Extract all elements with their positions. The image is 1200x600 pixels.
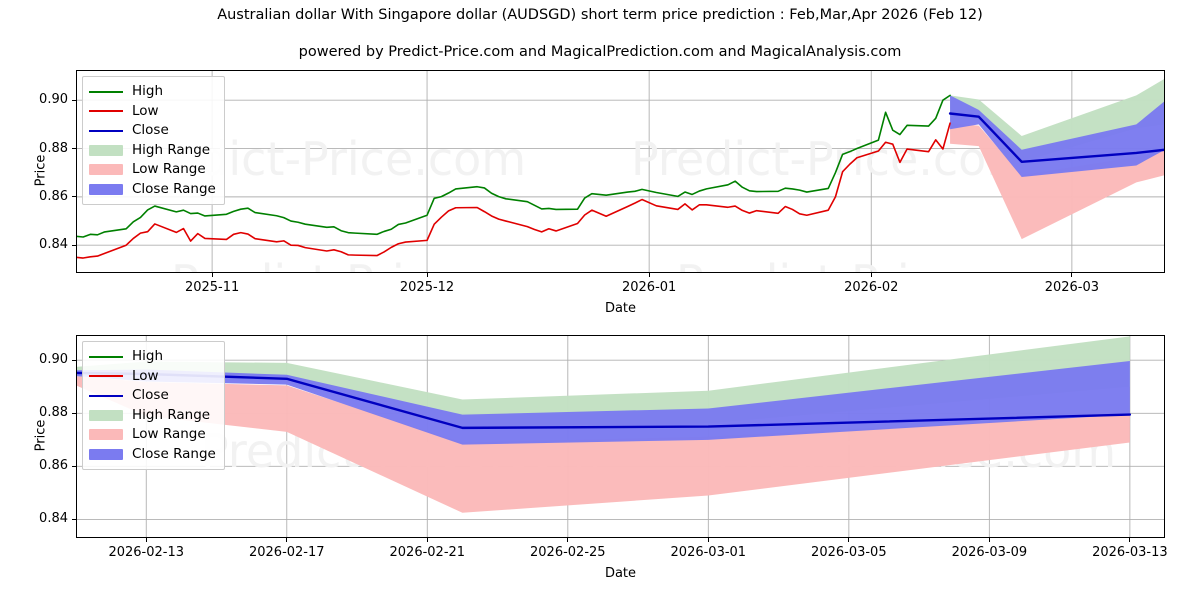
x-tick-label: 2025-12 (399, 280, 455, 295)
legend-label: High Range (132, 141, 211, 158)
legend-label: High Range (132, 406, 211, 423)
legend-label: Close (132, 122, 169, 138)
legend-swatch-patch-icon (89, 429, 123, 441)
x-tick-label: 2026-03-09 (951, 545, 1028, 560)
legend-swatch-patch-icon (89, 409, 123, 421)
x-tick-mark (567, 538, 569, 542)
legend-label: Close (132, 387, 169, 403)
x-tick-mark (426, 273, 428, 277)
close-range-band (76, 361, 1130, 445)
x-tick-label: 2026-02-13 (108, 545, 185, 560)
legend-swatch-line-icon (89, 86, 123, 98)
x-tick-mark (1129, 538, 1131, 542)
legend-swatch-line-icon (89, 390, 123, 402)
legend-label: Low (132, 367, 159, 384)
x-tick-mark (286, 538, 288, 542)
y-tick-label: 0.86 (39, 458, 68, 474)
y-tick-label: 0.86 (39, 188, 68, 204)
page-subtitle: powered by Predict-Price.com and Magical… (298, 44, 902, 60)
legend-item-low: Low (89, 367, 216, 387)
x-tick-label: 2026-03-05 (811, 545, 887, 560)
y-tick-mark (72, 518, 76, 520)
overview-x-axis-label: Date (604, 301, 637, 316)
x-tick-mark (211, 273, 213, 277)
legend-item-close-range: Close Range (89, 180, 216, 200)
x-tick-mark (848, 538, 850, 542)
x-tick-label: 2026-03 (1044, 280, 1100, 295)
x-tick-label: 2026-02-25 (530, 545, 606, 560)
watermark-text: Predict-Price.com (676, 255, 1076, 273)
legend-label: Low (132, 102, 159, 119)
legend-swatch-line-icon (89, 105, 123, 117)
legend-swatch-patch-icon (89, 183, 123, 195)
legend-swatch-patch-icon (89, 144, 123, 156)
overview-chart-panel: Predict-Price.comPredict-Price.comPredic… (76, 70, 1165, 273)
x-tick-label: 2025-11 (184, 280, 240, 295)
low-range-band (950, 123, 1165, 240)
legend-item-close-range: Close Range (89, 445, 216, 465)
y-tick-mark (72, 148, 76, 150)
legend-item-close: Close (89, 121, 216, 141)
legend-swatch-patch-icon (89, 448, 123, 460)
y-tick-label: 0.88 (39, 405, 68, 421)
y-tick-mark (72, 196, 76, 198)
legend-label: High (132, 348, 164, 364)
x-tick-label: 2026-03-13 (1092, 545, 1168, 560)
x-tick-mark (707, 538, 709, 542)
legend-label: Low Range (132, 426, 206, 442)
legend-item-high-range: High Range (89, 141, 216, 161)
y-tick-label: 0.84 (39, 237, 68, 253)
y-tick-mark (72, 244, 76, 246)
legend-item-high-range: High Range (89, 406, 216, 426)
x-tick-mark (1071, 273, 1073, 277)
y-tick-label: 0.88 (39, 140, 68, 156)
legend-item-close: Close (89, 386, 216, 406)
x-tick-label: 2026-03-01 (670, 545, 747, 560)
legend-item-low: Low (89, 102, 216, 122)
y-tick-label: 0.90 (39, 352, 68, 368)
legend-item-high: High (89, 82, 216, 102)
low-range-band (76, 376, 1130, 513)
x-tick-label: 2026-02-21 (389, 545, 466, 560)
close-range-band (950, 95, 1165, 178)
x-tick-mark (988, 538, 990, 542)
legend-swatch-line-icon (89, 125, 123, 137)
x-tick-mark (426, 538, 428, 542)
y-tick-label: 0.84 (39, 511, 68, 527)
legend-swatch-patch-icon (89, 164, 123, 176)
legend-swatch-line-icon (89, 370, 123, 382)
overview-plot-frame (76, 70, 1165, 273)
y-tick-mark (72, 465, 76, 467)
x-tick-mark (145, 538, 147, 542)
legend-label: Close Range (132, 445, 216, 462)
x-tick-label: 2026-02-17 (248, 545, 325, 560)
y-tick-mark (72, 412, 76, 414)
y-tick-mark (72, 359, 76, 361)
legend-label: Low Range (132, 161, 206, 177)
forecast-x-axis-label: Date (604, 566, 637, 581)
x-tick-label: 2026-01 (621, 280, 677, 295)
y-tick-label: 0.90 (39, 92, 68, 108)
legend-label: Close Range (132, 180, 216, 197)
watermark-text: Predict-Price.com (171, 255, 571, 273)
legend-item-low-range: Low Range (89, 425, 216, 445)
low-line (76, 122, 951, 259)
overview-legend: High Low Close High Range Low Range Close Ran… (82, 76, 225, 205)
close-line (948, 112, 1165, 164)
legend-item-high: High (89, 347, 216, 367)
x-tick-label: 2026-02 (844, 280, 899, 295)
x-tick-mark (648, 273, 650, 277)
x-tick-mark (870, 273, 872, 277)
high-line (76, 94, 951, 238)
y-tick-mark (72, 99, 76, 101)
legend-label: High (132, 83, 164, 99)
page-title: Australian dollar With Singapore dollar … (217, 7, 983, 23)
legend-swatch-line-icon (89, 351, 123, 363)
forecast-plot-frame (76, 335, 1165, 538)
forecast-legend: High Low Close High Range Low Range Close Ran… (82, 341, 225, 470)
legend-item-low-range: Low Range (89, 160, 216, 180)
